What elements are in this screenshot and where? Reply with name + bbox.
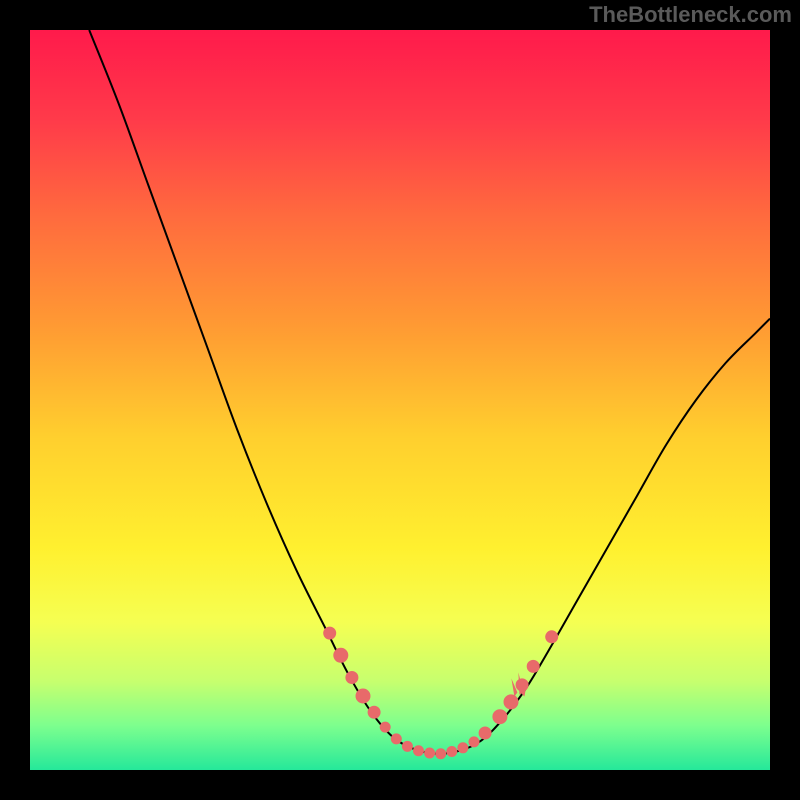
data-marker xyxy=(546,631,558,643)
data-marker xyxy=(380,722,390,732)
data-marker xyxy=(458,743,468,753)
data-marker xyxy=(447,747,457,757)
data-marker xyxy=(493,710,507,724)
data-marker xyxy=(479,727,491,739)
data-marker xyxy=(504,695,518,709)
chart-frame: TheBottleneck.com xyxy=(0,0,800,800)
data-marker xyxy=(414,746,424,756)
gradient-background xyxy=(30,30,770,770)
data-marker xyxy=(402,741,412,751)
data-marker xyxy=(527,660,539,672)
data-marker xyxy=(436,749,446,759)
data-marker xyxy=(425,748,435,758)
data-marker xyxy=(469,737,479,747)
data-marker xyxy=(356,689,370,703)
data-marker xyxy=(391,734,401,744)
data-marker xyxy=(368,706,380,718)
chart-svg xyxy=(30,30,770,770)
data-marker xyxy=(334,648,348,662)
plot-area xyxy=(30,30,770,770)
data-marker xyxy=(346,672,358,684)
source-watermark: TheBottleneck.com xyxy=(589,2,792,28)
data-marker xyxy=(324,627,336,639)
